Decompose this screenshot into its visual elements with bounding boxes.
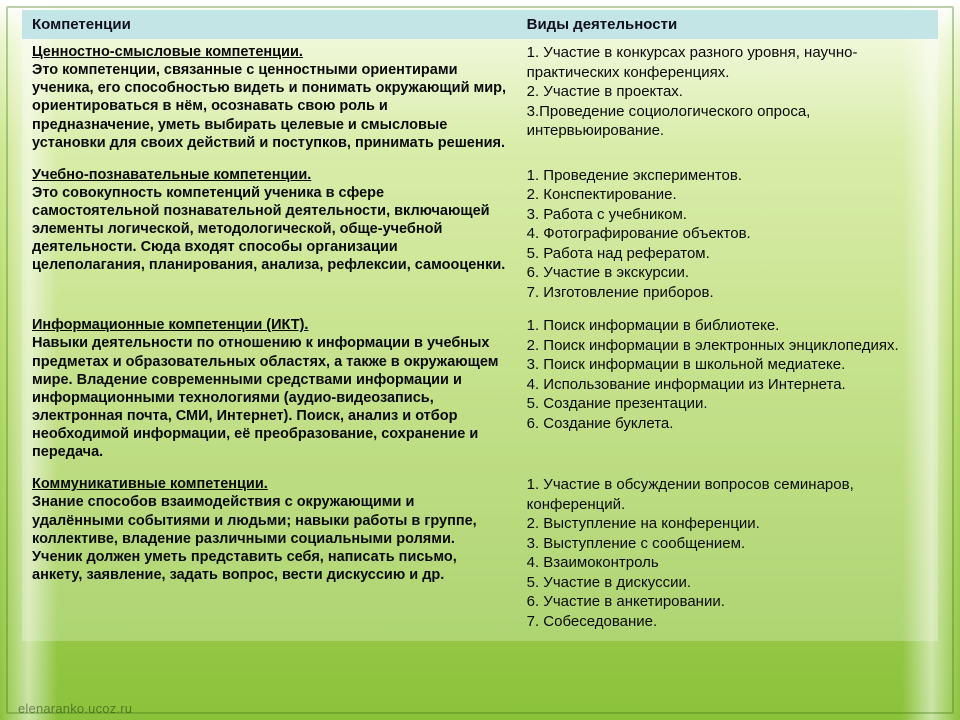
table-row: Ценностно-смысловые компетенции. Это ком… [22,39,938,162]
competency-title: Ценностно-смысловые компетенции. [32,44,303,60]
competency-cell: Ценностно-смысловые компетенции. Это ком… [22,39,517,162]
activities-cell: 1. Поиск информации в библиотеке.2. Поис… [517,312,938,471]
activities-text: 1. Поиск информации в библиотеке.2. Поис… [527,316,928,433]
header-col1: Компетенции [22,10,517,39]
competency-desc: Это компетенции, связанные с ценностными… [32,62,506,151]
watermark-text: elenaranko.ucoz.ru [18,701,132,716]
competency-desc: Навыки деятельности по отношению к инфор… [32,335,499,460]
competency-title: Учебно-познавательные компетенции. [32,167,311,183]
table-row: Учебно-познавательные компетенции. Это с… [22,162,938,313]
activities-text: 1. Участие в обсуждении вопросов семинар… [527,475,928,631]
activities-cell: 1. Участие в обсуждении вопросов семинар… [517,471,938,641]
activities-text: 1. Проведение экспериментов.2. Конспекти… [527,166,928,303]
activities-text: 1. Участие в конкурсах разного уровня, н… [527,43,928,141]
competency-cell: Коммуникативные компетенции. Знание спос… [22,471,517,641]
activities-cell: 1. Проведение экспериментов.2. Конспекти… [517,162,938,313]
competency-desc: Это совокупность компетенций ученика в с… [32,185,505,274]
table-row: Коммуникативные компетенции. Знание спос… [22,471,938,641]
competency-title: Коммуникативные компетенции. [32,476,268,492]
competency-desc: Знание способов взаимодействия с окружаю… [32,494,477,583]
activities-cell: 1. Участие в конкурсах разного уровня, н… [517,39,938,162]
competency-cell: Учебно-познавательные компетенции. Это с… [22,162,517,313]
table-header-row: Компетенции Виды деятельности [22,10,938,39]
slide-background: Компетенции Виды деятельности Ценностно-… [0,0,960,720]
header-col2: Виды деятельности [517,10,938,39]
competency-title: Информационные компетенции (ИКТ). [32,317,308,333]
table-row: Информационные компетенции (ИКТ). Навыки… [22,312,938,471]
competencies-table: Компетенции Виды деятельности Ценностно-… [22,10,938,641]
competency-cell: Информационные компетенции (ИКТ). Навыки… [22,312,517,471]
